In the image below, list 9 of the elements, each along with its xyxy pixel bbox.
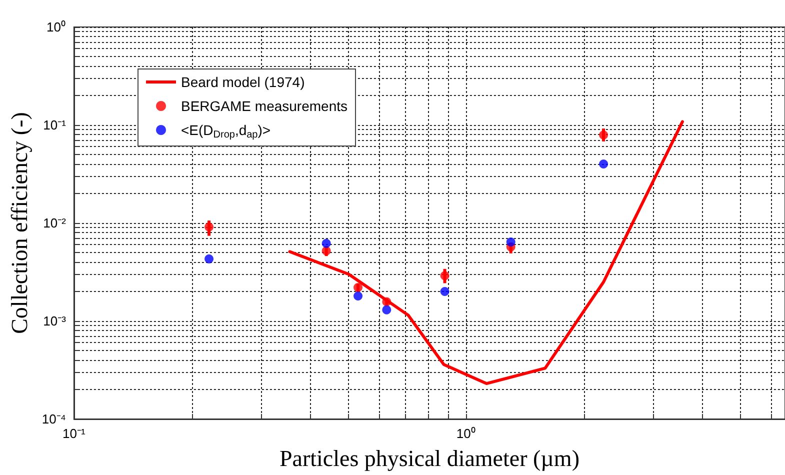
y-tick-label: 10⁰	[46, 20, 66, 34]
legend-label: Beard model (1974)	[181, 74, 305, 90]
y-axis-title: Collection efficiency (-)	[7, 112, 32, 334]
y-tick-label: 10⁻⁴	[42, 412, 66, 426]
x-axis-title: Particles physical diameter (µm)	[279, 446, 580, 471]
y-tick-label: 10⁻²	[43, 216, 67, 230]
legend-label: BERGAME measurements	[181, 98, 348, 114]
y-tick-label: 10⁻¹	[43, 118, 67, 132]
y-tick-label: 10⁻³	[43, 314, 67, 328]
